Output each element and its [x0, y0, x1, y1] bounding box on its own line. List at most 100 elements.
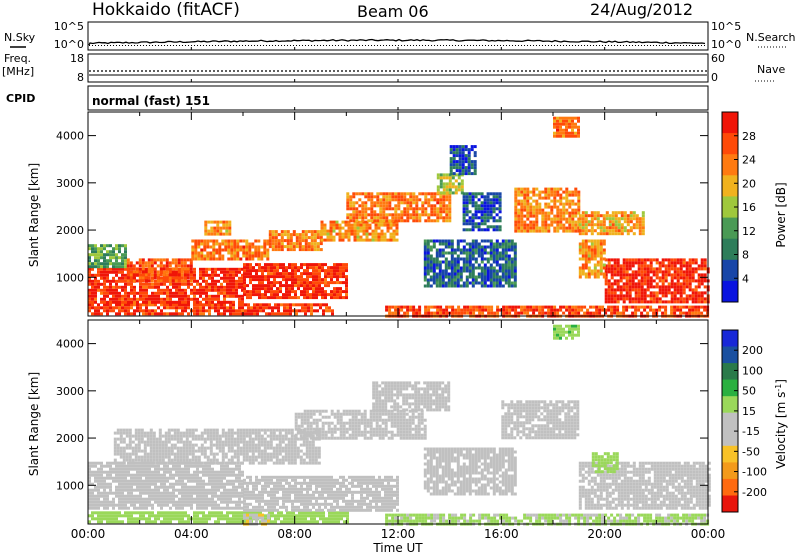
heatmap-cell [148, 500, 151, 504]
heatmap-cell [298, 303, 301, 307]
heatmap-cell [477, 281, 481, 285]
heatmap-cell [291, 266, 294, 270]
heatmap-cell [458, 166, 462, 170]
heatmap-cell [599, 266, 603, 270]
heatmap-cell [252, 290, 255, 294]
heatmap-cell [127, 494, 130, 498]
heatmap-cell [309, 275, 312, 279]
heatmap-cell [212, 242, 216, 246]
heatmap-cell [156, 258, 160, 262]
heatmap-cell [136, 485, 139, 489]
heatmap-cell [132, 276, 136, 280]
heatmap-cell [106, 270, 109, 274]
heatmap-cell [426, 245, 430, 249]
heatmap-cell [395, 238, 399, 242]
heatmap-cell [577, 205, 581, 209]
heatmap-cell [100, 247, 103, 251]
heatmap-cell [571, 125, 574, 129]
heatmap-cell [457, 305, 461, 309]
heatmap-cell [211, 270, 214, 274]
heatmap-cell [313, 245, 317, 249]
heatmap-cell [274, 517, 277, 521]
heatmap-cell [622, 308, 626, 312]
heatmap-cell [468, 281, 472, 285]
heatmap-cell [157, 282, 160, 286]
heatmap-cell [339, 281, 342, 285]
heatmap-cell [403, 195, 407, 199]
heatmap-cell [220, 514, 223, 518]
heatmap-cell [517, 229, 521, 233]
heatmap-cell [172, 497, 175, 501]
heatmap-cell [631, 264, 635, 268]
heatmap-cell [133, 479, 136, 483]
heatmap-cell [619, 291, 623, 295]
heatmap-cell [288, 266, 291, 270]
heatmap-cell [204, 226, 208, 230]
heatmap-cell [364, 207, 368, 211]
heatmap-cell [289, 306, 292, 310]
heatmap-cell [451, 176, 455, 180]
heatmap-cell [298, 517, 301, 521]
heatmap-cell [226, 514, 229, 518]
heatmap-cell [513, 245, 517, 249]
heatmap-cell [526, 217, 530, 221]
heatmap-cell [614, 223, 618, 227]
heatmap-cell [138, 276, 142, 280]
heatmap-cell [115, 282, 118, 286]
heatmap-cell [336, 287, 339, 291]
heatmap-cell [452, 151, 456, 155]
heatmap-cell [187, 473, 190, 477]
heatmap-cell [444, 269, 448, 273]
heatmap-cell [631, 261, 635, 265]
heatmap-cell [142, 517, 145, 521]
heatmap-cell [571, 211, 575, 215]
heatmap-cell [638, 223, 642, 227]
heatmap-cell [350, 229, 354, 233]
heatmap-cell [532, 199, 536, 203]
heatmap-cell [292, 309, 295, 313]
heatmap-cell [610, 291, 614, 295]
heatmap-cell [206, 239, 210, 243]
heatmap-cell [266, 254, 270, 258]
heatmap-cell [643, 288, 647, 292]
heatmap-cell [162, 273, 166, 277]
heatmap-cell [100, 265, 103, 269]
heatmap-cell [230, 245, 234, 249]
heatmap-cell [465, 192, 469, 196]
heatmap-cell [565, 196, 569, 200]
heatmap-cell [620, 226, 624, 230]
heatmap-cell [133, 506, 136, 510]
heatmap-cell [226, 300, 229, 304]
heatmap-cell [463, 308, 467, 312]
heatmap-cell [346, 198, 350, 202]
heatmap-cell [679, 294, 683, 298]
heatmap-cell [433, 219, 437, 223]
heatmap-cell [331, 511, 334, 515]
heatmap-cell [239, 245, 243, 249]
heatmap-cell [151, 491, 154, 495]
heatmap-cell [389, 238, 393, 242]
heatmap-cell [112, 265, 115, 269]
heatmap-cell [441, 251, 445, 255]
heatmap-cell [432, 260, 436, 264]
heatmap-cell [430, 219, 434, 223]
heatmap-cell [691, 311, 695, 315]
heatmap-cell [439, 195, 443, 199]
heatmap-cell [568, 205, 572, 209]
heatmap-cell [148, 476, 151, 480]
heatmap-cell [438, 266, 442, 270]
heatmap-cell [556, 119, 559, 123]
heatmap-cell [501, 245, 505, 249]
heatmap-cell [604, 288, 608, 292]
heatmap-cell [286, 520, 289, 524]
heatmap-cell [368, 232, 372, 236]
heatmap-cell [148, 309, 151, 313]
heatmap-cell [670, 294, 674, 298]
heatmap-cell [483, 251, 487, 255]
heatmap-cell [641, 211, 645, 215]
heatmap-cell [421, 201, 425, 205]
heatmap-cell [124, 265, 127, 269]
heatmap-cell [694, 285, 698, 289]
heatmap-cell [306, 287, 309, 291]
heatmap-cell [276, 275, 279, 279]
